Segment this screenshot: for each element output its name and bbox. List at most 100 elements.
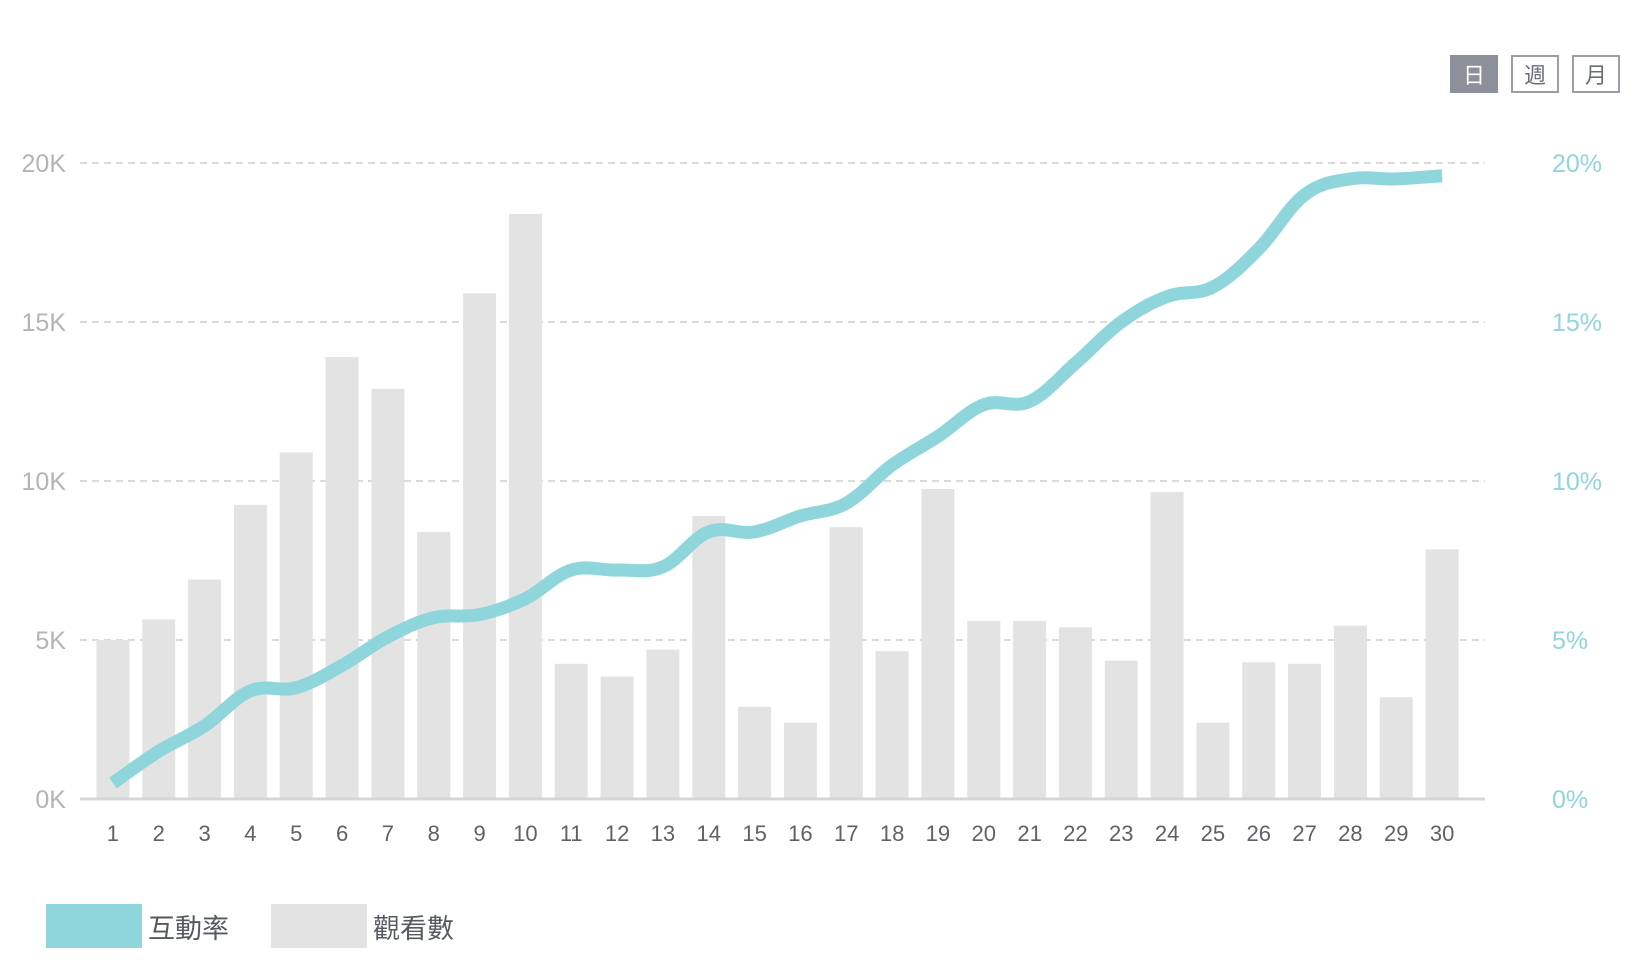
views-bar[interactable] [829,527,863,799]
views-bar[interactable] [1333,625,1367,799]
views-bar[interactable] [142,619,176,799]
engagement-point[interactable] [565,564,578,577]
legend-label-views: 觀看數 [373,913,454,945]
views-bar[interactable] [1150,492,1184,799]
period-month-button[interactable]: 月 [1572,55,1620,93]
views-bar[interactable] [463,293,497,799]
engagement-point[interactable] [1252,242,1265,255]
period-day-button[interactable]: 日 [1450,55,1498,93]
views-bar[interactable] [783,722,817,799]
x-tick-label: 19 [926,821,950,846]
views-bar[interactable] [738,706,772,799]
y-left-tick-label: 0K [35,786,66,814]
engagement-point[interactable] [152,745,165,758]
views-bar[interactable] [967,620,1001,799]
legend-swatch-engagement [46,904,142,948]
engagement-point[interactable] [1298,188,1311,201]
engagement-point[interactable] [1161,290,1174,303]
views-bar[interactable] [1058,627,1092,799]
engagement-point[interactable] [198,719,211,732]
views-bars [96,213,1459,799]
x-tick-label: 25 [1201,821,1225,846]
x-tick-label: 12 [605,821,629,846]
views-bar[interactable] [188,579,222,799]
x-tick-label: 7 [382,821,394,846]
engagement-point[interactable] [702,525,715,538]
engagement-point[interactable] [1069,357,1082,370]
views-bar[interactable] [875,651,909,799]
engagement-point[interactable] [381,630,394,643]
gridlines [80,162,1485,641]
legend-item-views[interactable]: 觀看數 [271,904,454,948]
x-tick-label: 3 [198,821,210,846]
y-left-tick-label: 5K [35,627,66,655]
views-bar[interactable] [1379,697,1413,799]
engagement-point[interactable] [336,659,349,672]
x-tick-label: 5 [290,821,302,846]
legend-swatch-views [271,904,367,948]
y-right-tick-label: 10% [1552,468,1602,496]
engagement-point[interactable] [1390,172,1403,185]
views-bar[interactable] [508,213,542,799]
engagement-point[interactable] [473,608,486,621]
engagement-line-group [106,169,1449,790]
period-week-button[interactable]: 週 [1511,55,1559,93]
x-tick-label: 27 [1292,821,1316,846]
views-bar[interactable] [646,649,680,799]
x-tick-label: 2 [153,821,165,846]
views-bar[interactable] [417,531,451,799]
y-right-tick-label: 15% [1552,309,1602,337]
engagement-point[interactable] [931,430,944,443]
x-tick-label: 20 [972,821,996,846]
engagement-point[interactable] [427,611,440,624]
views-bar[interactable] [1288,663,1322,799]
engagement-point[interactable] [519,592,532,605]
engagement-point[interactable] [886,459,899,472]
legend-item-engagement[interactable]: 互動率 [46,904,229,948]
views-bar[interactable] [921,488,955,799]
engagement-point[interactable] [1344,172,1357,185]
engagement-point[interactable] [1206,281,1219,294]
views-bar[interactable] [279,452,313,799]
x-tick-label: 22 [1063,821,1087,846]
views-bar[interactable] [1104,660,1138,799]
legend-label-engagement: 互動率 [148,913,229,945]
engagement-point[interactable] [840,497,853,510]
y-right-tick-label: 0% [1552,786,1588,814]
views-bar[interactable] [692,515,726,799]
engagement-point[interactable] [1023,395,1036,408]
engagement-point[interactable] [794,509,807,522]
views-bar[interactable] [233,504,267,799]
views-bar[interactable] [325,356,359,799]
engagement-point[interactable] [1115,316,1128,329]
engagement-point[interactable] [106,777,119,790]
engagement-point[interactable] [611,564,624,577]
views-bar[interactable] [371,388,405,799]
engagement-point[interactable] [977,398,990,411]
x-tick-label: 1 [107,821,119,846]
x-tick-label: 11 [560,821,583,846]
x-tick-label: 24 [1155,821,1179,846]
engagement-point[interactable] [656,560,669,573]
y-left-tick-label: 10K [22,468,67,496]
x-tick-label: 26 [1247,821,1271,846]
views-bar[interactable] [554,663,588,799]
engagement-point[interactable] [748,525,761,538]
views-bar[interactable] [1425,549,1459,799]
x-tick-label: 10 [513,821,537,846]
x-tick-label: 28 [1338,821,1362,846]
engagement-point[interactable] [1436,169,1449,182]
views-bar[interactable] [1242,662,1276,799]
x-tick-label: 4 [244,821,256,846]
views-bar[interactable] [1013,620,1047,799]
engagement-point[interactable] [244,684,257,697]
engagement-line[interactable] [109,169,1443,789]
engagement-point[interactable] [290,681,303,694]
x-tick-label: 6 [336,821,348,846]
views-bar[interactable] [1196,722,1230,799]
y-left-tick-label: 15K [22,309,67,337]
x-tick-label: 30 [1430,821,1454,846]
x-tick-label: 18 [880,821,904,846]
views-bar[interactable] [600,676,634,799]
